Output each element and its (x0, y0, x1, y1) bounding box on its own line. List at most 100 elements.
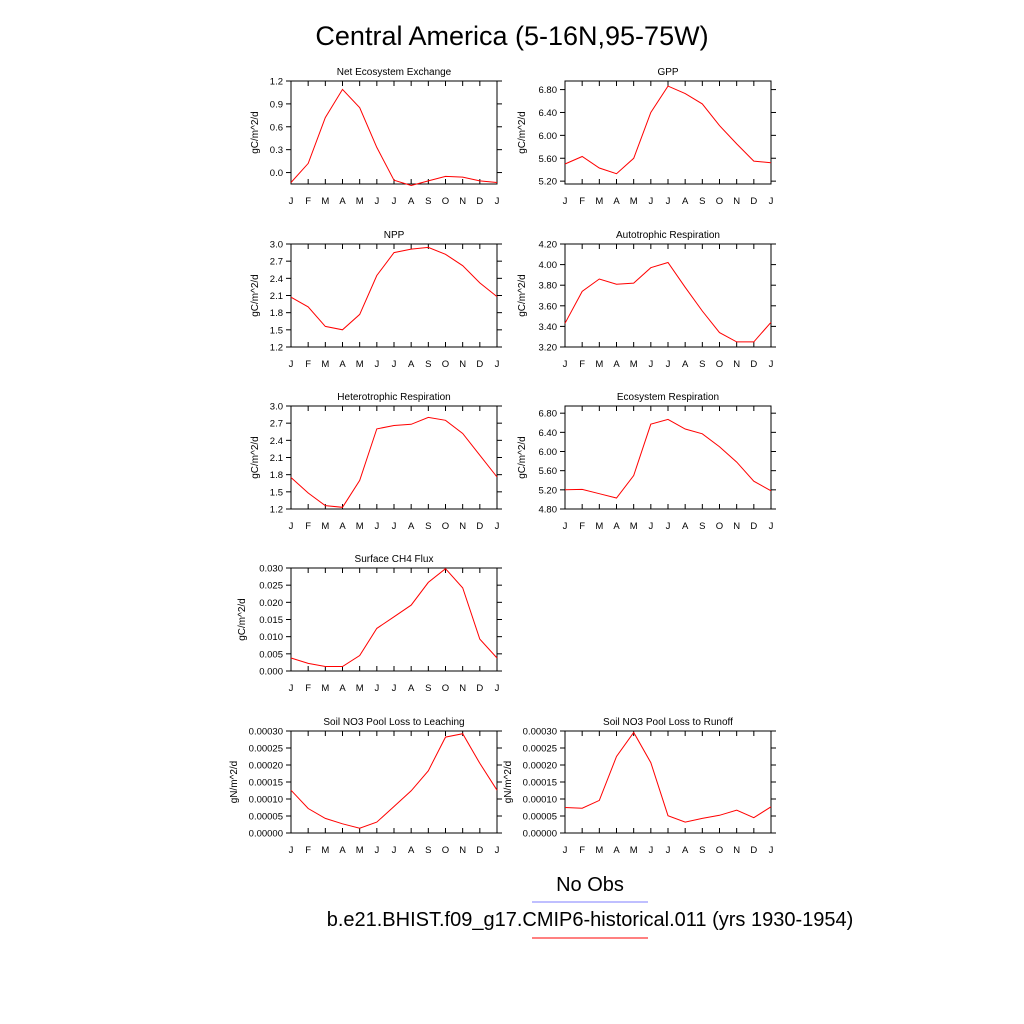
panel-title: Net Ecosystem Exchange (337, 67, 452, 78)
x-tick-label: M (595, 359, 603, 370)
x-tick-label: J (648, 845, 653, 856)
series-line (290, 88, 498, 187)
y-tick-label: 1.5 (270, 487, 283, 498)
y-tick-label: 1.5 (270, 325, 283, 336)
x-tick-label: O (716, 845, 723, 856)
y-tick-label: 0.00000 (523, 829, 557, 840)
x-tick-label: A (682, 359, 689, 370)
x-tick-label: F (579, 521, 585, 532)
x-tick-label: A (408, 845, 415, 856)
legend-label-model: b.e21.BHIST.f09_g17.CMIP6-historical.011… (327, 909, 854, 931)
x-tick-label: A (339, 683, 346, 694)
y-tick-label: 0.00005 (523, 812, 557, 823)
y-tick-label: 0.00010 (523, 795, 557, 806)
y-tick-label: 0.020 (259, 598, 283, 609)
x-tick-label: M (356, 845, 364, 856)
x-tick-label: J (563, 521, 568, 532)
x-tick-label: M (321, 521, 329, 532)
x-tick-label: N (733, 196, 740, 207)
x-tick-label: N (733, 845, 740, 856)
x-tick-label: M (595, 845, 603, 856)
x-tick-label: S (699, 521, 705, 532)
plot-frame (564, 243, 772, 348)
y-tick-label: 4.80 (539, 505, 558, 516)
x-tick-label: J (374, 359, 379, 370)
x-tick-label: M (595, 196, 603, 207)
y-tick-label: 2.1 (270, 453, 283, 464)
x-tick-label: J (769, 359, 774, 370)
x-tick-label: J (289, 521, 294, 532)
x-tick-label: N (459, 845, 466, 856)
x-tick-label: J (392, 359, 397, 370)
y-tick-label: 0.9 (270, 99, 283, 110)
x-tick-label: S (425, 683, 431, 694)
x-tick-label: M (321, 359, 329, 370)
x-tick-label: J (495, 845, 500, 856)
y-tick-label: 0.010 (259, 632, 283, 643)
y-tick-label: 0.030 (259, 564, 283, 575)
y-tick-label: 0.00025 (249, 744, 283, 755)
panel-title: Ecosystem Respiration (617, 392, 719, 403)
x-tick-label: M (356, 683, 364, 694)
panel-title: Soil NO3 Pool Loss to Runoff (603, 717, 733, 728)
x-tick-label: J (374, 196, 379, 207)
x-tick-label: N (459, 196, 466, 207)
x-tick-label: D (750, 521, 757, 532)
plot-frame (290, 80, 498, 185)
y-tick-label: 5.20 (539, 177, 558, 188)
x-tick-label: N (459, 683, 466, 694)
x-tick-label: A (339, 845, 346, 856)
x-tick-label: O (716, 521, 723, 532)
y-tick-label: 4.00 (539, 260, 558, 271)
x-tick-label: J (648, 196, 653, 207)
figure-title: Central America (5-16N,95-75W) (315, 21, 708, 51)
x-tick-label: D (476, 521, 483, 532)
y-tick-label: 2.7 (270, 257, 283, 268)
y-tick-label: 1.8 (270, 470, 283, 481)
y-tick-label: 0.6 (270, 122, 283, 133)
y-tick-label: 6.40 (539, 428, 558, 439)
y-axis-label: gC/m^2/d (237, 598, 248, 641)
x-tick-label: M (356, 521, 364, 532)
x-tick-label: A (408, 521, 415, 532)
panel-title: NPP (384, 230, 405, 241)
y-tick-label: 0.00030 (249, 727, 283, 738)
y-tick-label: 0.00030 (523, 727, 557, 738)
x-tick-label: M (321, 683, 329, 694)
x-tick-label: J (374, 683, 379, 694)
y-axis-label: gC/m^2/d (517, 274, 528, 317)
x-tick-label: D (750, 845, 757, 856)
y-tick-label: 3.80 (539, 281, 558, 292)
x-tick-label: J (289, 683, 294, 694)
x-tick-label: J (769, 196, 774, 207)
x-tick-label: A (682, 845, 689, 856)
x-tick-label: N (459, 359, 466, 370)
x-tick-label: A (339, 196, 346, 207)
series-line (290, 568, 498, 667)
panel-title: Surface CH4 Flux (355, 554, 434, 565)
x-tick-label: A (408, 196, 415, 207)
panel-title: Soil NO3 Pool Loss to Leaching (323, 717, 464, 728)
x-tick-label: A (339, 359, 346, 370)
x-tick-label: S (425, 196, 431, 207)
x-tick-label: F (305, 196, 311, 207)
y-tick-label: 3.0 (270, 240, 283, 251)
plot-frame (290, 567, 498, 672)
y-axis-label: gC/m^2/d (517, 111, 528, 154)
y-tick-label: 1.8 (270, 308, 283, 319)
y-tick-label: 2.4 (270, 274, 283, 285)
series-line (564, 85, 772, 175)
x-tick-label: J (495, 359, 500, 370)
y-tick-label: 0.0 (270, 168, 283, 179)
y-tick-label: 1.2 (270, 505, 283, 516)
x-tick-label: O (442, 683, 449, 694)
x-tick-label: O (442, 196, 449, 207)
x-tick-label: M (321, 196, 329, 207)
x-tick-label: F (579, 845, 585, 856)
x-tick-label: J (392, 521, 397, 532)
x-tick-label: J (495, 521, 500, 532)
plot-frame (564, 730, 772, 834)
y-axis-label: gC/m^2/d (517, 436, 528, 479)
